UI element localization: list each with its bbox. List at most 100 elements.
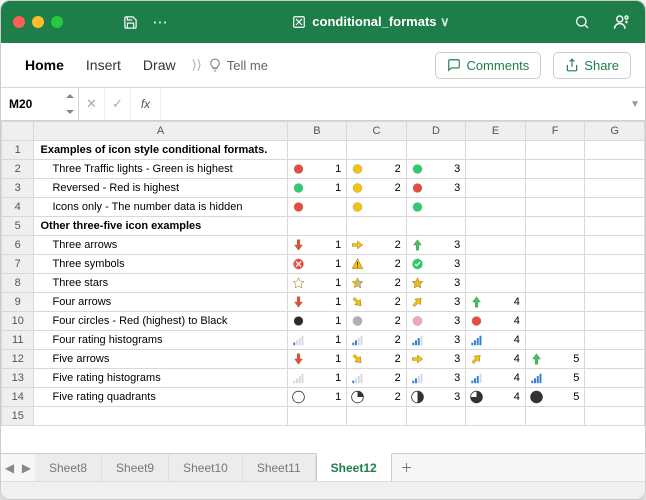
row-header-12[interactable]: 12 (2, 350, 34, 369)
maximize-window-button[interactable] (51, 16, 63, 28)
cell-D7[interactable]: 3 (406, 255, 466, 274)
row-header-15[interactable]: 15 (2, 407, 34, 426)
cell-A4[interactable]: Icons only - The number data is hidden (34, 198, 287, 217)
cell-F9[interactable] (525, 293, 585, 312)
sheet-tab-Sheet11[interactable]: Sheet11 (243, 454, 316, 481)
search-icon[interactable] (571, 14, 593, 30)
formula-input[interactable] (161, 88, 625, 120)
cell-A13[interactable]: Five rating histograms (34, 369, 287, 388)
cell-F8[interactable] (525, 274, 585, 293)
chevron-right-icon[interactable]: ⟩⟩ (188, 57, 206, 73)
cell-B12[interactable]: 1 (287, 350, 347, 369)
cell-B5[interactable] (287, 217, 347, 236)
row-header-10[interactable]: 10 (2, 312, 34, 331)
cell-C15[interactable] (347, 407, 407, 426)
cell-C12[interactable]: 2 (347, 350, 407, 369)
cell-E9[interactable]: 4 (466, 293, 526, 312)
cell-F1[interactable] (525, 141, 585, 160)
row-header-11[interactable]: 11 (2, 331, 34, 350)
cell-G9[interactable] (585, 293, 645, 312)
cell-G3[interactable] (585, 179, 645, 198)
cell-C11[interactable]: 2 (347, 331, 407, 350)
cell-A7[interactable]: Three symbols (34, 255, 287, 274)
cell-A8[interactable]: Three stars (34, 274, 287, 293)
spreadsheet-grid[interactable]: ABCDEFG1Examples of icon style condition… (1, 121, 645, 453)
cell-E13[interactable]: 4 (466, 369, 526, 388)
cell-G8[interactable] (585, 274, 645, 293)
cell-B1[interactable] (287, 141, 347, 160)
cell-C9[interactable]: 2 (347, 293, 407, 312)
cell-A12[interactable]: Five arrows (34, 350, 287, 369)
row-header-4[interactable]: 4 (2, 198, 34, 217)
name-box[interactable]: M20 (1, 88, 79, 120)
cell-C4[interactable] (347, 198, 407, 217)
tab-draw[interactable]: Draw (133, 51, 186, 79)
close-window-button[interactable] (13, 16, 25, 28)
cell-G13[interactable] (585, 369, 645, 388)
row-header-8[interactable]: 8 (2, 274, 34, 293)
cell-D2[interactable]: 3 (406, 160, 466, 179)
cell-G7[interactable] (585, 255, 645, 274)
cell-F5[interactable] (525, 217, 585, 236)
cell-E10[interactable]: 4 (466, 312, 526, 331)
cell-E7[interactable] (466, 255, 526, 274)
sheet-tab-Sheet12[interactable]: Sheet12 (316, 453, 392, 481)
cell-E1[interactable] (466, 141, 526, 160)
sheet-nav-prev[interactable]: ◀ (1, 454, 18, 481)
cell-F4[interactable] (525, 198, 585, 217)
cell-A15[interactable] (34, 407, 287, 426)
row-header-7[interactable]: 7 (2, 255, 34, 274)
cell-F6[interactable] (525, 236, 585, 255)
cell-E4[interactable] (466, 198, 526, 217)
comments-button[interactable]: Comments (435, 52, 541, 79)
cell-A2[interactable]: Three Traffic lights - Green is highest (34, 160, 287, 179)
row-header-1[interactable]: 1 (2, 141, 34, 160)
cell-B7[interactable]: 1 (287, 255, 347, 274)
fx-icon[interactable]: fx (131, 88, 161, 120)
cell-B13[interactable]: 1 (287, 369, 347, 388)
cell-D12[interactable]: 3 (406, 350, 466, 369)
tab-home[interactable]: Home (15, 51, 74, 79)
cell-G5[interactable] (585, 217, 645, 236)
cell-F3[interactable] (525, 179, 585, 198)
cell-C5[interactable] (347, 217, 407, 236)
cell-F10[interactable] (525, 312, 585, 331)
cell-E2[interactable] (466, 160, 526, 179)
cell-F12[interactable]: 5 (525, 350, 585, 369)
cell-G4[interactable] (585, 198, 645, 217)
cell-A11[interactable]: Four rating histograms (34, 331, 287, 350)
row-header-13[interactable]: 13 (2, 369, 34, 388)
cell-D13[interactable]: 3 (406, 369, 466, 388)
row-header-9[interactable]: 9 (2, 293, 34, 312)
cell-D4[interactable] (406, 198, 466, 217)
add-sheet-button[interactable]: ＋ (392, 454, 422, 481)
cell-G1[interactable] (585, 141, 645, 160)
cell-D10[interactable]: 3 (406, 312, 466, 331)
cell-B14[interactable]: 1 (287, 388, 347, 407)
cell-A5[interactable]: Other three-five icon examples (34, 217, 287, 236)
col-header-F[interactable]: F (525, 122, 585, 141)
cell-A9[interactable]: Four arrows (34, 293, 287, 312)
cell-C14[interactable]: 2 (347, 388, 407, 407)
row-header-6[interactable]: 6 (2, 236, 34, 255)
sheet-nav-next[interactable]: ▶ (18, 454, 35, 481)
cell-F2[interactable] (525, 160, 585, 179)
cell-G10[interactable] (585, 312, 645, 331)
cell-C1[interactable] (347, 141, 407, 160)
cell-B6[interactable]: 1 (287, 236, 347, 255)
share-person-icon[interactable] (611, 13, 633, 31)
cell-E6[interactable] (466, 236, 526, 255)
cell-G12[interactable] (585, 350, 645, 369)
cell-C8[interactable]: 2 (347, 274, 407, 293)
row-header-3[interactable]: 3 (2, 179, 34, 198)
col-header-C[interactable]: C (347, 122, 407, 141)
cell-D5[interactable] (406, 217, 466, 236)
cell-E8[interactable] (466, 274, 526, 293)
cell-G6[interactable] (585, 236, 645, 255)
col-header-E[interactable]: E (466, 122, 526, 141)
cell-D14[interactable]: 3 (406, 388, 466, 407)
cell-D11[interactable]: 3 (406, 331, 466, 350)
cell-B3[interactable]: 1 (287, 179, 347, 198)
cell-F11[interactable] (525, 331, 585, 350)
cell-E3[interactable] (466, 179, 526, 198)
